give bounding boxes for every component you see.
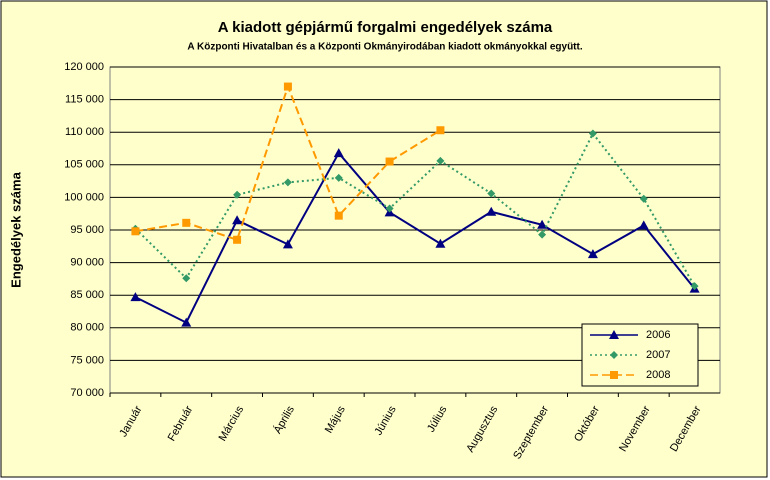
y-tick-label: 95 000 — [70, 224, 104, 236]
marker — [610, 351, 618, 359]
y-tick-label: 120 000 — [64, 61, 104, 73]
chart-title: A kiadott gépjármű forgalmi engedélyek s… — [218, 19, 553, 36]
marker — [638, 220, 649, 230]
legend-box — [581, 323, 699, 387]
y-tick-label: 105 000 — [64, 159, 104, 171]
marker — [282, 239, 293, 249]
marker — [435, 238, 446, 248]
marker — [182, 274, 191, 283]
y-tick-label: 115 000 — [65, 94, 104, 106]
marker — [233, 235, 242, 244]
marker — [487, 189, 496, 198]
marker — [131, 227, 140, 236]
marker — [181, 317, 192, 327]
marker — [334, 173, 343, 182]
y-tick-label: 70 000 — [70, 387, 104, 399]
series-line — [134, 131, 696, 287]
marker — [283, 82, 292, 91]
legend-label: 2008 — [646, 369, 670, 381]
marker — [588, 129, 597, 138]
marker — [385, 157, 394, 166]
marker — [130, 292, 141, 302]
marker — [233, 190, 242, 199]
marker — [283, 178, 292, 187]
marker — [385, 204, 394, 213]
marker — [486, 206, 497, 216]
marker — [436, 156, 445, 165]
marker — [690, 282, 699, 291]
legend-label: 2006 — [646, 329, 670, 341]
legend-label: 2007 — [646, 349, 670, 361]
marker — [610, 371, 618, 379]
marker — [333, 148, 344, 158]
y-tick-label: 75 000 — [70, 354, 104, 366]
marker — [537, 219, 548, 229]
y-tick-label: 100 000 — [64, 191, 104, 203]
chart-subtitle: A Központi Hivatalban és a Központi Okmá… — [187, 42, 582, 53]
y-tick-label: 110 000 — [65, 126, 104, 138]
marker — [436, 126, 445, 135]
marker — [334, 211, 343, 220]
marker — [182, 218, 191, 227]
marker — [587, 249, 598, 259]
marker — [609, 330, 619, 339]
y-tick-label: 80 000 — [70, 322, 104, 334]
y-tick-label: 85 000 — [70, 289, 104, 301]
marker — [232, 215, 243, 225]
marker — [639, 194, 648, 203]
marker — [538, 230, 547, 239]
y-tick-label: 90 000 — [70, 257, 104, 269]
y-axis-label: Engedélyek száma — [8, 171, 23, 287]
